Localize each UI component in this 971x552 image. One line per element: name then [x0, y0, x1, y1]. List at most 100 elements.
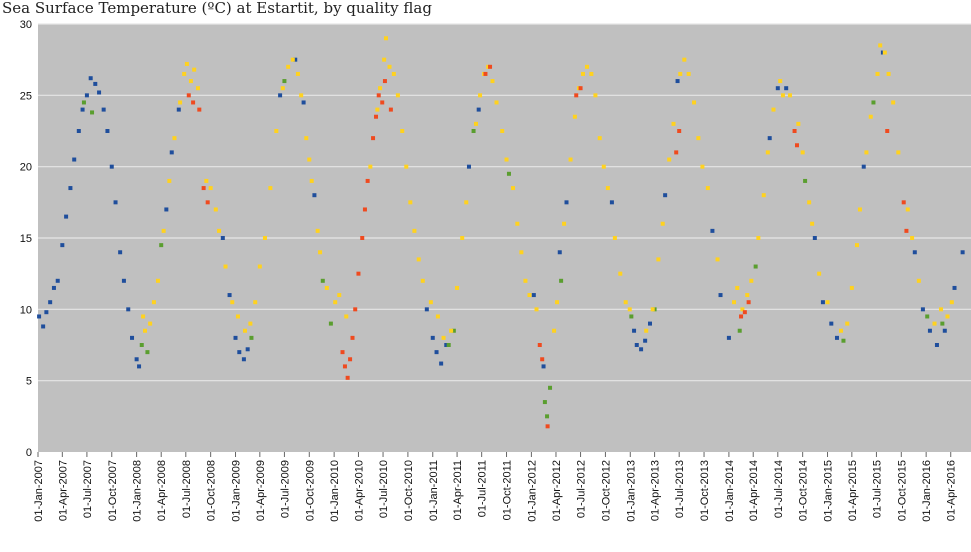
x-tick-label: 01-Jan-2007 [33, 460, 45, 522]
data-point [404, 164, 409, 169]
data-point [692, 100, 697, 105]
data-point [223, 264, 228, 269]
data-point [820, 300, 825, 305]
data-point [934, 343, 939, 347]
data-point [97, 90, 102, 95]
x-tick-label: 01-Apr-2014 [748, 460, 760, 521]
data-point [739, 314, 744, 319]
data-point [164, 207, 169, 212]
data-point [696, 136, 701, 141]
data-point [562, 221, 567, 226]
data-point [817, 271, 822, 276]
data-point [391, 71, 396, 76]
data-point [910, 236, 915, 240]
data-point [169, 150, 174, 155]
data-point [841, 338, 846, 343]
data-point [949, 300, 954, 305]
data-point [945, 314, 950, 319]
data-point [374, 114, 379, 119]
data-point [348, 357, 353, 362]
data-point [784, 86, 789, 91]
series-3 [186, 64, 909, 429]
data-point [105, 129, 110, 133]
data-point [775, 86, 780, 91]
data-point [435, 314, 440, 319]
x-tick-label: 01-Oct-2015 [896, 460, 908, 521]
y-tick-label: 20 [20, 162, 32, 174]
data-point [84, 93, 89, 98]
data-point [299, 93, 304, 98]
data-point [920, 307, 925, 312]
data-point [382, 57, 387, 62]
data-point [362, 207, 367, 212]
data-point [548, 385, 553, 390]
x-tick-label: 01-Apr-2010 [353, 460, 365, 521]
data-point [109, 164, 114, 169]
data-point [446, 343, 451, 347]
x-tick-label: 01-Jan-2013 [625, 460, 637, 522]
data-point [523, 278, 528, 283]
data-point [648, 321, 653, 326]
x-tick-label: 01-Apr-2008 [156, 460, 168, 521]
data-point [761, 193, 766, 198]
data-point [675, 79, 680, 84]
data-point [192, 67, 197, 72]
data-point [882, 50, 887, 55]
data-point [204, 178, 209, 183]
data-point [671, 121, 676, 126]
data-point [90, 110, 95, 115]
y-tick-label: 30 [20, 19, 32, 31]
data-point [444, 343, 449, 347]
data-point [940, 321, 945, 326]
data-point [118, 250, 123, 255]
data-point [280, 86, 285, 91]
data-point [807, 200, 812, 205]
data-point [803, 178, 808, 183]
data-point [686, 71, 691, 76]
data-point [564, 200, 569, 205]
data-point [278, 93, 283, 98]
data-point [139, 343, 144, 347]
data-point [217, 228, 222, 233]
data-point [504, 157, 509, 162]
data-point [449, 328, 454, 333]
data-point [478, 93, 483, 98]
data-point [178, 100, 183, 105]
data-point [500, 129, 505, 133]
x-tick-label: 01-Oct-2014 [798, 460, 810, 521]
data-point [519, 250, 524, 255]
data-point [488, 64, 493, 69]
data-point [643, 338, 648, 343]
data-point [574, 93, 579, 98]
data-point [627, 307, 632, 312]
gridlines [38, 23, 971, 382]
data-point [678, 71, 683, 76]
data-point [740, 307, 745, 312]
x-tick-label: 01-Jan-2015 [823, 460, 835, 522]
data-point [48, 300, 53, 305]
data-point [121, 278, 126, 283]
data-point [241, 357, 246, 362]
data-point [490, 79, 495, 84]
data-point [597, 136, 602, 141]
data-point [639, 347, 644, 352]
data-point [148, 321, 153, 326]
data-point [787, 93, 792, 98]
data-point [726, 335, 731, 340]
data-point [749, 278, 754, 283]
data-point [864, 150, 869, 155]
data-point [511, 186, 516, 191]
data-point [360, 236, 365, 240]
data-point [315, 228, 320, 233]
data-point [464, 200, 469, 205]
x-tick-label: 01-Jan-2008 [132, 460, 144, 522]
data-point [245, 347, 250, 352]
data-point [829, 321, 834, 326]
data-point [794, 143, 799, 148]
data-point [60, 243, 65, 248]
data-point [188, 79, 193, 84]
x-tick-label: 01-Oct-2009 [304, 460, 316, 521]
data-point [167, 178, 172, 183]
data-point [213, 207, 218, 212]
data-point [88, 76, 93, 81]
